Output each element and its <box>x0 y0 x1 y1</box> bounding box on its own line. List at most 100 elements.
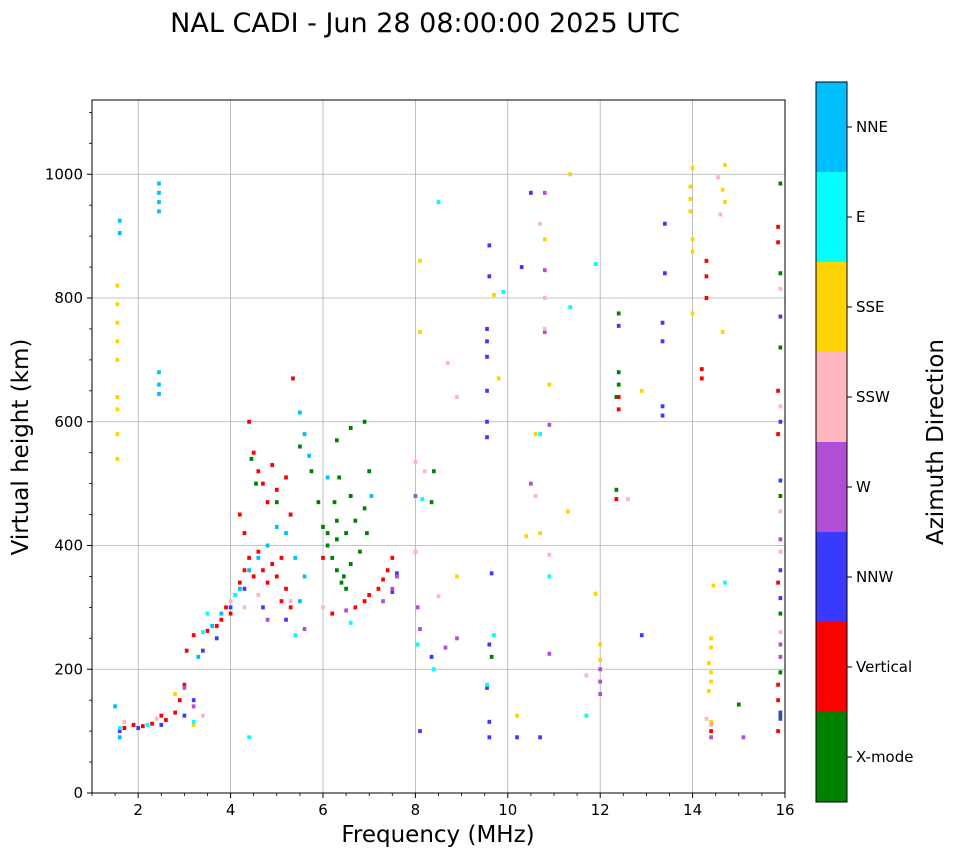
data-point-x-mode <box>616 311 621 316</box>
colorbar-segment <box>816 622 847 712</box>
data-point-sse <box>542 237 547 242</box>
data-point-e <box>538 432 542 437</box>
data-point-nnw <box>778 596 783 601</box>
data-point-e <box>584 713 589 718</box>
grid <box>92 100 786 794</box>
colorbar-tick-label: W <box>856 478 871 496</box>
data-point-nnw <box>778 314 783 319</box>
data-point-vertical <box>381 577 385 582</box>
data-point-x-mode <box>778 345 783 350</box>
data-point-ssw <box>533 493 538 499</box>
data-point-nnw <box>242 586 247 591</box>
data-point-e <box>492 633 496 638</box>
data-point-nnw <box>117 729 122 734</box>
data-point-x-mode <box>778 611 783 616</box>
data-point-w <box>778 654 783 659</box>
data-point-x-mode <box>348 493 353 499</box>
data-point-ssw <box>122 719 127 724</box>
data-point-sse <box>115 407 120 412</box>
data-point-x-mode <box>335 518 339 523</box>
data-point-x-mode <box>335 438 339 443</box>
data-point-nnw <box>485 435 489 440</box>
data-point-e <box>293 633 298 638</box>
data-point-vertical <box>140 724 145 729</box>
data-point-vertical <box>704 258 709 263</box>
y-axis-label: Virtual height (km) <box>8 339 34 556</box>
data-point-ssw <box>413 459 418 464</box>
colorbar-segment <box>816 712 847 802</box>
y-tick-label: 800 <box>54 289 83 307</box>
data-point-x-mode <box>778 713 783 718</box>
data-point-sse <box>690 311 695 316</box>
data-point-nnw <box>429 654 434 659</box>
data-point-nnw <box>778 716 783 721</box>
data-point-nnw <box>485 685 489 690</box>
data-point-ssw <box>154 716 159 721</box>
data-point-vertical <box>182 682 187 687</box>
data-point-vertical <box>776 729 780 734</box>
data-point-nnw <box>519 265 524 270</box>
data-point-x-mode <box>335 537 339 542</box>
data-point-nnw <box>214 636 219 641</box>
data-point-nnw <box>538 735 542 740</box>
data-point-nnw <box>778 419 783 424</box>
data-point-nne <box>157 200 161 205</box>
data-point-x-mode <box>335 568 339 573</box>
data-point-ssw <box>321 605 325 610</box>
data-point-e <box>568 305 573 310</box>
data-point-sse <box>418 258 422 263</box>
data-point-x-mode <box>339 580 344 585</box>
data-point-ssw <box>778 404 783 409</box>
data-point-w <box>547 422 552 427</box>
data-point-sse <box>639 388 644 393</box>
data-point-x-mode <box>348 562 353 567</box>
data-point-vertical <box>288 605 293 610</box>
data-point-sse <box>598 657 603 662</box>
data-point-nnw <box>660 404 665 409</box>
data-point-ssw <box>542 326 547 331</box>
x-tick-label: 12 <box>591 801 610 819</box>
data-point-vertical <box>616 394 621 400</box>
data-point-nne <box>293 555 298 560</box>
data-point-vertical <box>362 599 367 604</box>
data-point-w <box>598 667 603 672</box>
data-point-ssw <box>584 673 589 678</box>
data-point-sse <box>706 688 711 693</box>
data-point-vertical <box>616 407 621 412</box>
data-point-w <box>344 608 348 613</box>
colorbar-tick-label: Vertical <box>856 658 912 676</box>
data-point-sse <box>173 691 178 697</box>
x-tick-label: 4 <box>226 801 236 819</box>
data-point-ssw <box>288 599 293 604</box>
data-point-vertical <box>284 475 288 480</box>
data-point-vertical <box>184 648 189 653</box>
y-tick-label: 200 <box>54 660 83 678</box>
data-point-ssw <box>718 212 723 217</box>
data-point-ssw <box>704 716 709 721</box>
data-point-sse <box>690 249 695 254</box>
colorbar-segment <box>816 352 847 442</box>
data-point-w <box>542 190 547 195</box>
data-point-vertical <box>214 623 219 628</box>
data-point-e <box>205 611 210 616</box>
data-point-w <box>381 599 385 604</box>
data-point-vertical <box>274 574 279 579</box>
data-point-vertical <box>709 729 713 734</box>
data-point-nnw <box>418 729 422 734</box>
chart-title: NAL CADI - Jun 28 08:00:00 2025 UTC <box>170 8 680 39</box>
data-point-sse <box>568 172 573 177</box>
data-point-x-mode <box>330 555 335 560</box>
colorbar-segment <box>816 442 847 532</box>
data-point-e <box>436 200 441 205</box>
data-point-x-mode <box>341 574 346 579</box>
data-point-nne <box>113 704 117 709</box>
data-point-sse <box>593 591 598 596</box>
data-point-sse <box>455 574 459 579</box>
data-point-nne <box>117 218 122 223</box>
data-point-x-mode <box>489 654 494 659</box>
data-point-x-mode <box>358 549 362 554</box>
data-point-vertical <box>279 599 284 604</box>
data-point-w <box>542 330 547 335</box>
data-point-sse <box>566 509 570 514</box>
data-point-nne <box>298 410 302 415</box>
